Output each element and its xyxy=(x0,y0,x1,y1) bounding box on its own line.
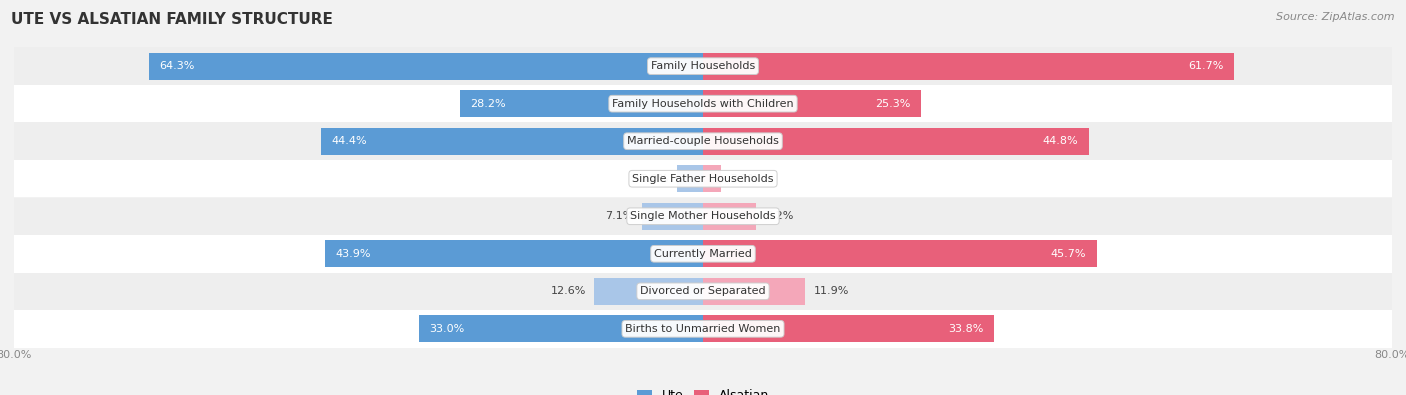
Text: 64.3%: 64.3% xyxy=(160,61,195,71)
Bar xyxy=(703,315,994,342)
Text: Single Father Households: Single Father Households xyxy=(633,174,773,184)
Text: 6.2%: 6.2% xyxy=(765,211,793,221)
Text: 33.8%: 33.8% xyxy=(949,324,984,334)
Text: 7.1%: 7.1% xyxy=(605,211,633,221)
Text: Single Mother Households: Single Mother Households xyxy=(630,211,776,221)
Bar xyxy=(14,235,1392,273)
Bar xyxy=(325,240,703,267)
Bar xyxy=(14,273,1392,310)
Text: 61.7%: 61.7% xyxy=(1188,61,1225,71)
Bar xyxy=(703,53,1234,80)
Text: 44.8%: 44.8% xyxy=(1043,136,1078,146)
Bar xyxy=(14,85,1392,122)
Bar xyxy=(643,203,703,230)
Text: Currently Married: Currently Married xyxy=(654,249,752,259)
Text: 44.4%: 44.4% xyxy=(330,136,367,146)
Text: 12.6%: 12.6% xyxy=(551,286,586,296)
Text: 28.2%: 28.2% xyxy=(471,99,506,109)
Text: 33.0%: 33.0% xyxy=(429,324,464,334)
Text: 11.9%: 11.9% xyxy=(814,286,849,296)
Bar xyxy=(14,310,1392,348)
Bar xyxy=(595,278,703,305)
Text: Married-couple Households: Married-couple Households xyxy=(627,136,779,146)
Bar xyxy=(678,165,703,192)
Bar xyxy=(321,128,703,155)
Text: 43.9%: 43.9% xyxy=(335,249,371,259)
Bar xyxy=(703,240,1097,267)
Text: Family Households: Family Households xyxy=(651,61,755,71)
Bar xyxy=(460,90,703,117)
Legend: Ute, Alsatian: Ute, Alsatian xyxy=(633,384,773,395)
Text: 3.0%: 3.0% xyxy=(640,174,669,184)
Bar xyxy=(14,47,1392,85)
Text: Divorced or Separated: Divorced or Separated xyxy=(640,286,766,296)
Text: 45.7%: 45.7% xyxy=(1050,249,1087,259)
Text: Births to Unmarried Women: Births to Unmarried Women xyxy=(626,324,780,334)
Bar xyxy=(703,90,921,117)
Text: Family Households with Children: Family Households with Children xyxy=(612,99,794,109)
Bar xyxy=(14,122,1392,160)
Text: 2.1%: 2.1% xyxy=(730,174,758,184)
Bar xyxy=(14,160,1392,198)
Bar xyxy=(703,128,1088,155)
Text: UTE VS ALSATIAN FAMILY STRUCTURE: UTE VS ALSATIAN FAMILY STRUCTURE xyxy=(11,12,333,27)
Bar xyxy=(149,53,703,80)
Bar xyxy=(419,315,703,342)
Bar xyxy=(14,198,1392,235)
Text: 25.3%: 25.3% xyxy=(875,99,911,109)
Bar xyxy=(703,278,806,305)
Text: Source: ZipAtlas.com: Source: ZipAtlas.com xyxy=(1277,12,1395,22)
Bar xyxy=(703,165,721,192)
Bar xyxy=(703,203,756,230)
